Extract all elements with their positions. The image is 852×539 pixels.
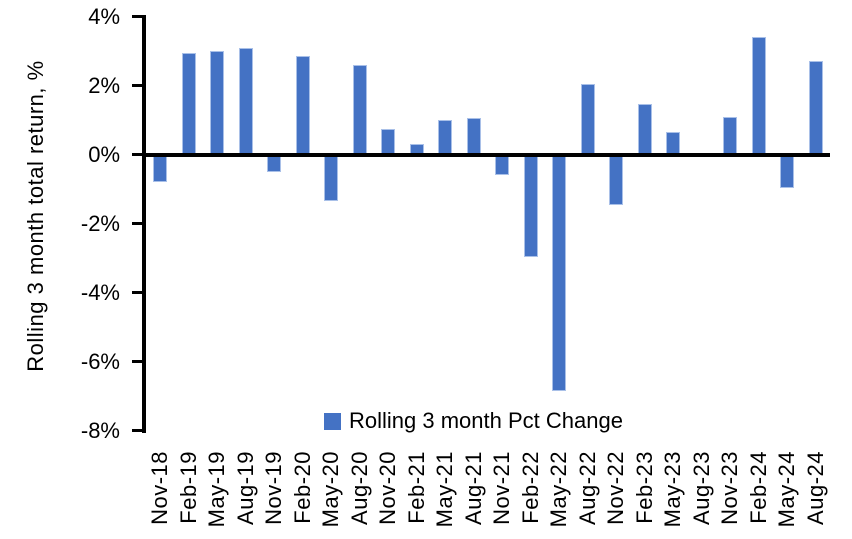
- x-tick-label: Aug-21: [460, 451, 486, 525]
- x-tick-label: Aug-19: [232, 451, 258, 525]
- y-tick-label: -6%: [80, 348, 120, 374]
- bar: [153, 154, 168, 183]
- bar: [495, 154, 510, 176]
- bar: [267, 154, 282, 173]
- zero-baseline: [142, 152, 830, 157]
- x-tick-label: Nov-22: [603, 451, 629, 525]
- x-tick-label: Nov-20: [375, 451, 401, 525]
- y-axis-title: Rolling 3 month total return, %: [23, 60, 48, 372]
- x-tick-label: May-24: [774, 451, 800, 528]
- y-tick-label: 0%: [88, 141, 120, 167]
- y-tick-mark: [132, 291, 143, 294]
- x-tick-label: Feb-24: [745, 451, 771, 524]
- bar: [324, 154, 339, 202]
- bar: [780, 154, 795, 188]
- bar: [352, 64, 367, 157]
- x-tick-label: Aug-22: [574, 451, 600, 525]
- bar: [523, 154, 538, 257]
- y-tick-mark: [132, 429, 143, 432]
- x-tick-label: Nov-19: [261, 451, 287, 525]
- x-tick-label: Nov-23: [717, 451, 743, 525]
- y-tick-mark: [132, 153, 143, 156]
- bar: [210, 51, 225, 157]
- y-tick-mark: [132, 222, 143, 225]
- legend-swatch-icon: [324, 412, 341, 430]
- y-tick-label: -2%: [80, 210, 120, 236]
- bar: [637, 104, 652, 157]
- x-tick-label: Feb-22: [517, 451, 543, 524]
- y-tick-label: 2%: [88, 72, 120, 98]
- bar: [295, 56, 310, 157]
- x-tick-label: Aug-20: [346, 451, 372, 525]
- bar: [438, 120, 453, 157]
- x-tick-label: Feb-23: [631, 451, 657, 524]
- bar: [609, 154, 624, 205]
- y-tick-label: 4%: [88, 3, 120, 29]
- bar: [808, 61, 823, 157]
- bar: [723, 116, 738, 157]
- x-tick-label: Aug-23: [688, 451, 714, 525]
- x-tick-label: May-19: [204, 451, 230, 528]
- x-tick-label: May-21: [432, 451, 458, 528]
- bar: [552, 154, 567, 392]
- y-tick-mark: [132, 84, 143, 87]
- x-tick-label: Nov-18: [147, 451, 173, 525]
- bar: [580, 83, 595, 157]
- x-tick-label: May-23: [660, 451, 686, 528]
- y-tick-label: -4%: [80, 279, 120, 305]
- y-tick-mark: [132, 360, 143, 363]
- x-tick-label: May-22: [546, 451, 572, 528]
- bar: [466, 118, 481, 157]
- legend-label: Rolling 3 month Pct Change: [349, 408, 623, 433]
- bar: [751, 37, 766, 157]
- bar: [181, 52, 196, 157]
- y-axis-line: [142, 15, 146, 433]
- x-tick-label: Aug-24: [802, 451, 828, 525]
- y-tick-mark: [132, 15, 143, 18]
- legend: Rolling 3 month Pct Change: [324, 408, 623, 434]
- x-tick-label: May-20: [318, 451, 344, 528]
- x-tick-label: Feb-20: [289, 451, 315, 524]
- x-tick-label: Nov-21: [489, 451, 515, 525]
- x-tick-label: Feb-19: [175, 451, 201, 524]
- bar: [238, 47, 253, 157]
- x-tick-label: Feb-21: [403, 451, 429, 524]
- y-tick-label: -8%: [80, 417, 120, 443]
